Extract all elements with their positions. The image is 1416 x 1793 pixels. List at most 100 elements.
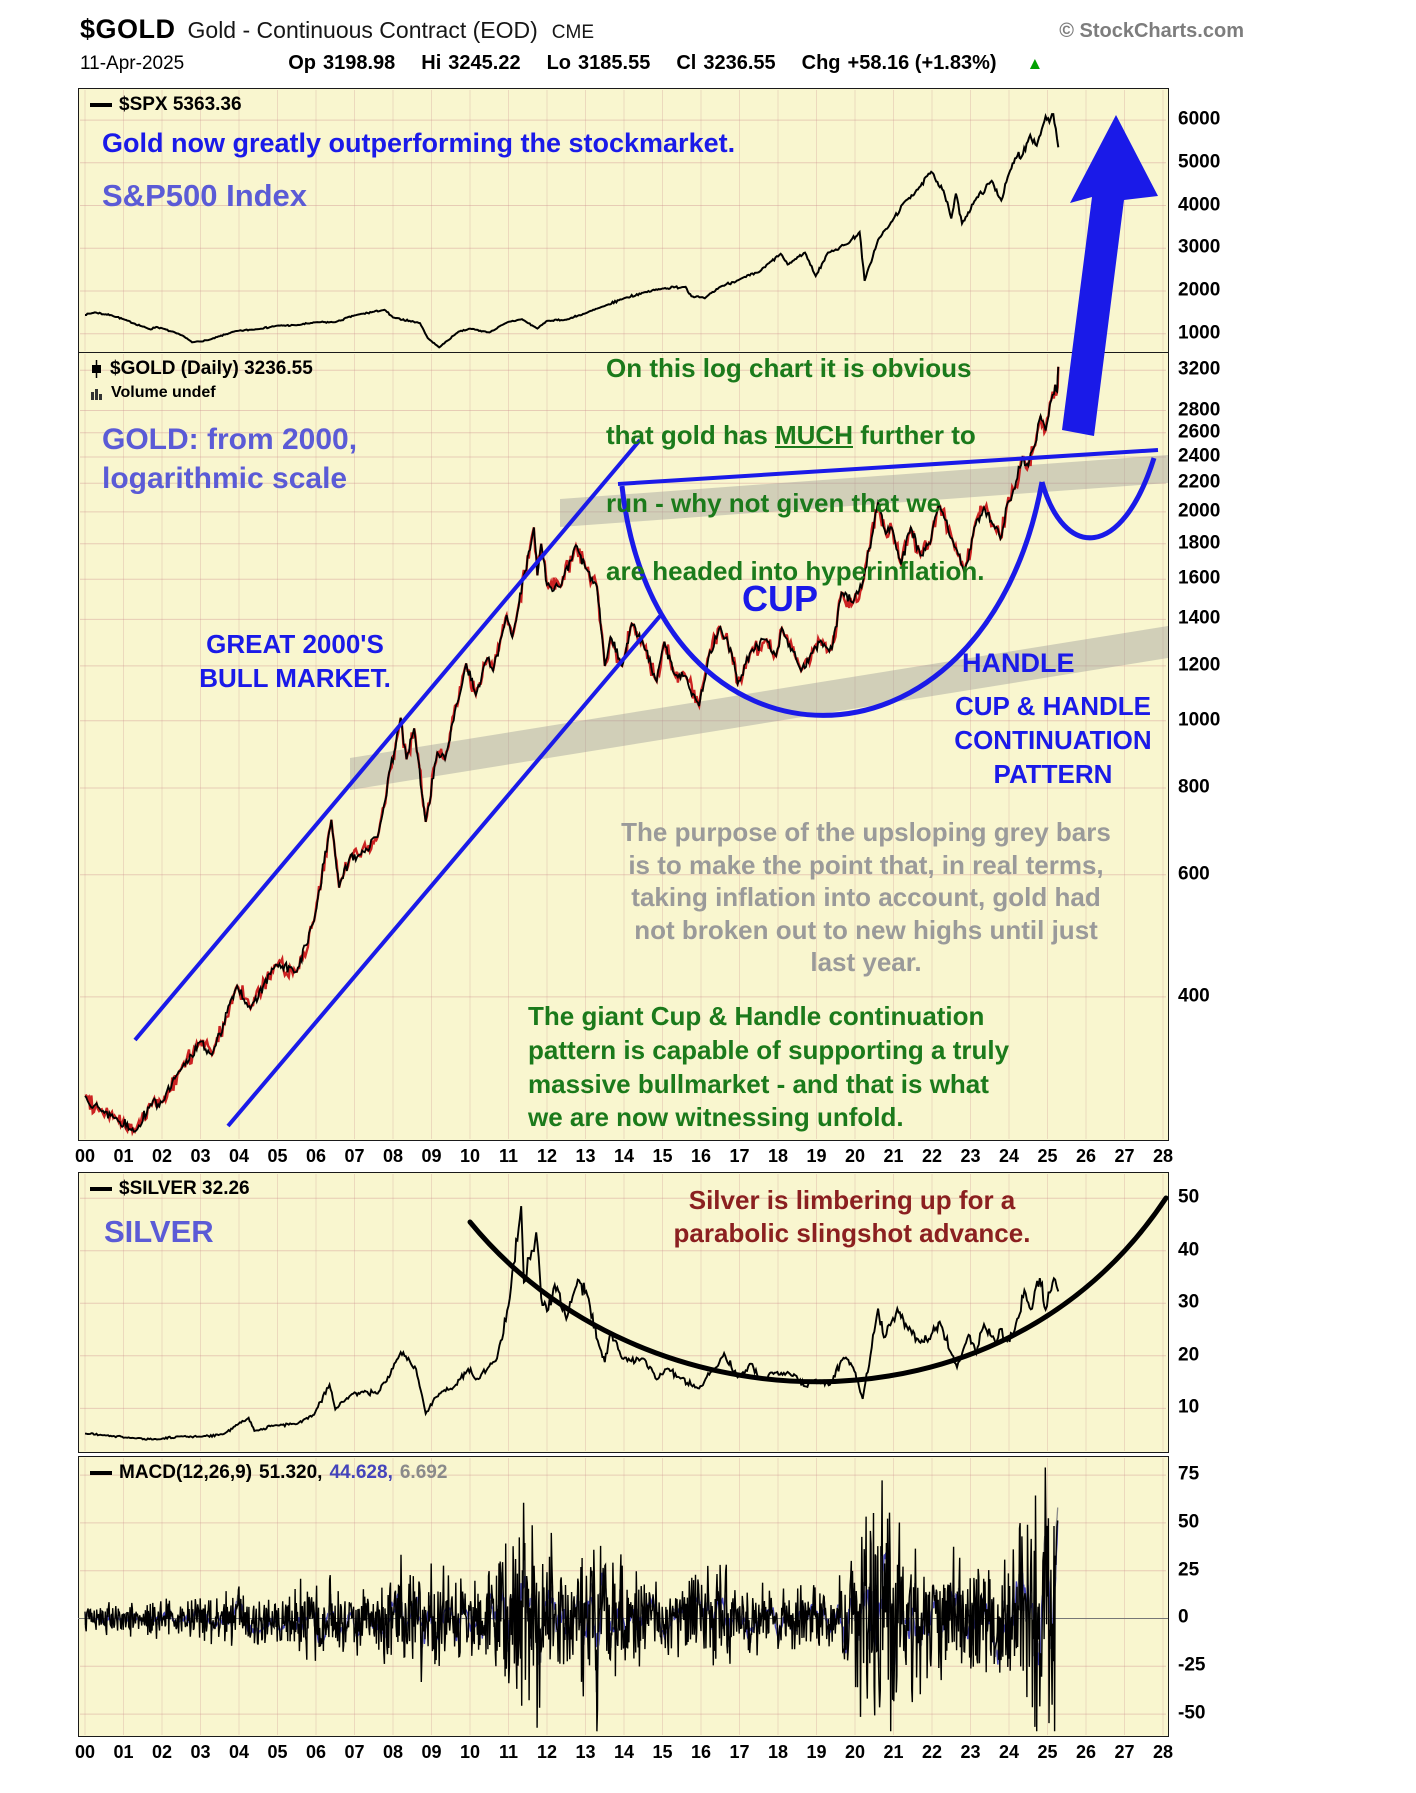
x-axis-label: 09 [421,1146,442,1166]
y-axis-label: 2000 [1178,279,1221,301]
x-axis-label: 13 [575,1742,596,1762]
log-note-line2a: that gold has [606,420,775,451]
y-axis-label: 5000 [1178,151,1221,173]
annotation-sp500-index: S&P500 Index [102,178,308,213]
quote-date: 11-Apr-2025 [80,53,185,74]
log-note-line2: that gold has MUCH further to [606,419,985,453]
close-value: 3236.55 [703,52,776,74]
x-axis-label: 04 [228,1742,250,1762]
y-axis-label: 400 [1178,985,1210,1007]
y-axis-label: 50 [1178,1511,1200,1533]
annotation-cup: CUP [742,578,819,619]
annotation-cup-handle-pattern: CUP & HANDLE CONTINUATION PATTERN [954,691,1152,789]
annotation-bull-market: GREAT 2000'S BULL MARKET. [199,629,391,693]
y-axis-label: 3000 [1178,236,1221,258]
macd-signal-value: 44.628, [329,1462,393,1483]
spx-legend-text: $SPX 5363.36 [119,94,242,115]
x-axis-label: 23 [960,1146,981,1166]
change-value: +58.16 (+1.83%) [847,52,997,74]
silver-legend-text: $SILVER 32.26 [119,1178,250,1199]
low-value: 3185.55 [578,52,651,74]
log-note-line3: run - why not given that we [606,487,942,518]
annotation-giant-cup-note: The giant Cup & Handle continuation patt… [528,1001,1010,1133]
x-axis-label: 13 [575,1146,596,1166]
x-axis-label: 15 [652,1742,673,1762]
x-axis-label: 00 [74,1146,96,1166]
ticker-symbol: $GOLD [80,14,176,44]
y-axis-label: 6000 [1178,108,1221,130]
x-axis-label: 01 [113,1146,134,1166]
quote-line: 11-Apr-2025 Op 3198.98 Hi 3245.22 Lo 3185.5… [80,52,1043,75]
x-axis-label: 02 [151,1742,173,1762]
y-axis-label: 1000 [1178,322,1221,344]
x-axis-label: 10 [459,1146,481,1166]
x-axis-label: 16 [690,1146,712,1166]
high-label: Hi [421,52,442,74]
x-axis-label: 00 [74,1742,96,1762]
x-axis-label: 11 [498,1146,519,1166]
quote-low: Lo 3185.55 [547,52,651,75]
line-key-icon [90,103,112,107]
x-axis-label: 22 [921,1742,943,1762]
y-axis-label: -25 [1178,1654,1206,1676]
y-axis-label: 0 [1178,1607,1189,1629]
x-axis-label: 14 [613,1742,635,1762]
annotation-log-note: On this log chart it is obvious that gol… [606,318,985,622]
y-axis-label: 10 [1178,1396,1200,1418]
x-axis-label: 15 [652,1146,673,1166]
spx-legend: $SPX 5363.36 [90,94,242,116]
macd-legend-name: MACD(12,26,9) [119,1462,253,1483]
y-axis-label: 30 [1178,1291,1200,1313]
y-axis-label: 1600 [1178,567,1221,589]
exchange-label: CME [551,22,594,43]
log-note-much: MUCH [775,420,853,451]
macd-value: 51.320, [259,1462,323,1483]
x-axis-label: 18 [767,1742,789,1762]
y-axis-label: 3200 [1178,358,1221,380]
x-axis-label: 28 [1152,1146,1174,1166]
x-axis-label: 06 [305,1742,327,1762]
x-axis-label: 08 [382,1742,404,1762]
x-axis-label: 26 [1075,1146,1097,1166]
annotation-gold-log-scale: GOLD: from 2000, logarithmic scale [102,423,358,495]
macd-panel [78,1456,1169,1737]
y-axis-label: 1400 [1178,607,1221,629]
x-axis-label: 22 [921,1146,943,1166]
x-axis-label: 23 [960,1742,981,1762]
y-axis-label: 600 [1178,863,1210,885]
x-axis-label: 12 [536,1146,558,1166]
y-axis-label: 50 [1178,1186,1200,1208]
x-axis-label: 27 [1114,1146,1135,1166]
y-axis-label: 2200 [1178,471,1221,493]
x-axis-label: 27 [1114,1742,1135,1762]
log-note-line2c: further to [853,420,976,451]
quote-open: Op 3198.98 [288,52,395,75]
gold-legend-text: $GOLD (Daily) 3236.55 [110,358,313,379]
macd-hist-value: 6.692 [399,1462,448,1483]
low-label: Lo [546,52,572,74]
x-axis-label: 04 [228,1146,250,1166]
y-axis-label: -50 [1178,1702,1206,1724]
change-label: Chg [801,52,841,74]
y-axis-label: 2400 [1178,445,1221,467]
x-axis-label: 21 [883,1146,904,1166]
x-axis-label: 07 [344,1742,365,1762]
x-axis-label: 01 [113,1742,134,1762]
close-label: Cl [676,52,697,74]
annotation-handle: HANDLE [962,648,1075,678]
y-axis-label: 800 [1178,776,1210,798]
annotation-gold-outperforming: Gold now greatly outperforming the stock… [102,128,736,158]
y-axis-label: 1200 [1178,654,1221,676]
x-axis-label: 21 [883,1742,904,1762]
x-axis-label: 20 [844,1742,866,1762]
y-axis-label: 1800 [1178,532,1221,554]
x-axis-label: 17 [729,1742,750,1762]
quote-high: Hi 3245.22 [421,52,520,75]
volume-legend: Volume undef [90,384,216,402]
chart-header: $GOLD Gold - Continuous Contract (EOD) C… [80,14,594,45]
y-axis-label: 2800 [1178,399,1221,421]
line-key-icon [90,1187,112,1191]
x-axis-label: 03 [190,1146,211,1166]
y-axis-label: 2000 [1178,500,1221,522]
open-value: 3198.98 [323,52,396,74]
